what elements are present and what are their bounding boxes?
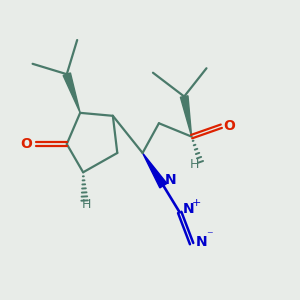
Text: N: N — [165, 173, 177, 187]
Polygon shape — [142, 153, 167, 188]
Text: N: N — [196, 235, 208, 249]
Text: H: H — [81, 199, 91, 212]
Text: O: O — [224, 119, 236, 133]
Text: N: N — [183, 202, 194, 216]
Text: ⁻: ⁻ — [206, 230, 213, 243]
Text: H: H — [190, 158, 199, 171]
Polygon shape — [180, 96, 192, 136]
Text: +: + — [191, 199, 201, 208]
Text: O: O — [21, 137, 33, 151]
Polygon shape — [63, 73, 80, 113]
